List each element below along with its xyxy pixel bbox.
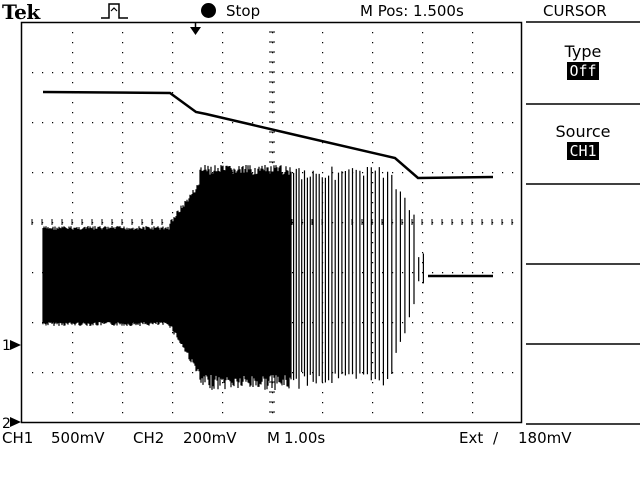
trigger-slope: / — [493, 429, 499, 447]
side-button-3[interactable] — [526, 202, 640, 262]
timebase-label: M — [267, 429, 280, 447]
cursor-source-label: Source — [555, 122, 611, 141]
horizontal-position: M Pos: 1.500s — [360, 2, 464, 20]
timebase-value: 1.00s — [284, 429, 326, 447]
ch2-marker: 2 — [2, 416, 21, 432]
graticule-frame — [20, 21, 523, 424]
cursor-source-button[interactable]: Source CH1 — [526, 122, 640, 160]
top-status-bar: Tek Stop M Pos: 1.500s CURSOR — [0, 0, 640, 24]
run-status: Stop — [226, 2, 261, 20]
cursor-type-value: Off — [567, 62, 599, 80]
bottom-status-bar: CH1 500mV CH2 200mV M 1.00s Ext / 180mV — [0, 427, 640, 447]
stop-indicator-icon — [201, 3, 216, 18]
trigger-source: Ext — [459, 429, 484, 447]
ch1-label: CH1 — [2, 429, 34, 447]
side-menu: Type Off Source CH1 — [526, 22, 640, 427]
cursor-source-value: CH1 — [567, 142, 599, 160]
trigger-position-icon — [190, 22, 201, 35]
cursor-type-label: Type — [564, 42, 602, 61]
ch2-waveform — [42, 90, 494, 180]
ch1-marker: 1 — [2, 338, 21, 354]
ch2-label: CH2 — [133, 429, 165, 447]
ch1-scale: 500mV — [51, 429, 105, 447]
ch2-scale: 200mV — [183, 429, 237, 447]
cursor-type-button[interactable]: Type Off — [526, 42, 640, 80]
side-button-4[interactable] — [526, 282, 640, 342]
ch1-waveform — [42, 165, 424, 390]
side-button-5[interactable] — [526, 362, 640, 422]
menu-title[interactable]: CURSOR — [543, 2, 607, 20]
trigger-level: 180mV — [518, 429, 572, 447]
svg-text:1: 1 — [2, 338, 11, 354]
trigger-pulse-icon — [101, 3, 128, 19]
brand-logo: Tek — [2, 0, 40, 24]
svg-text:2: 2 — [2, 416, 11, 432]
side-menu-dividers — [526, 21, 640, 425]
